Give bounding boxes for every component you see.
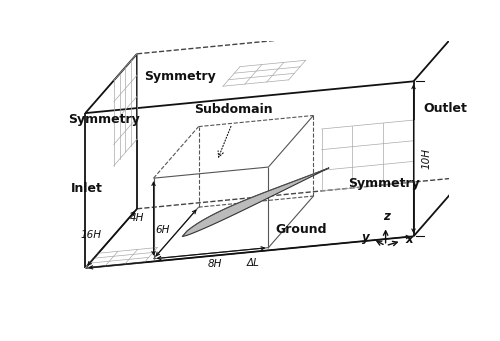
Text: Inlet: Inlet bbox=[72, 182, 103, 195]
Text: 10H: 10H bbox=[421, 148, 431, 169]
Text: Outlet: Outlet bbox=[424, 102, 468, 115]
Text: y: y bbox=[362, 231, 369, 244]
Text: 16H: 16H bbox=[81, 230, 102, 240]
Text: x: x bbox=[405, 233, 413, 246]
Polygon shape bbox=[182, 168, 329, 237]
Text: Symmetry: Symmetry bbox=[144, 70, 216, 83]
Text: Symmetry: Symmetry bbox=[348, 177, 420, 190]
Text: Symmetry: Symmetry bbox=[68, 113, 140, 126]
Text: Ground: Ground bbox=[275, 223, 326, 236]
Text: 6H: 6H bbox=[156, 225, 170, 235]
Text: 4H: 4H bbox=[130, 213, 144, 223]
Text: 8H: 8H bbox=[208, 260, 222, 269]
Text: Subdomain: Subdomain bbox=[194, 103, 273, 116]
Text: ΔL: ΔL bbox=[247, 258, 260, 268]
Text: z: z bbox=[383, 210, 390, 223]
